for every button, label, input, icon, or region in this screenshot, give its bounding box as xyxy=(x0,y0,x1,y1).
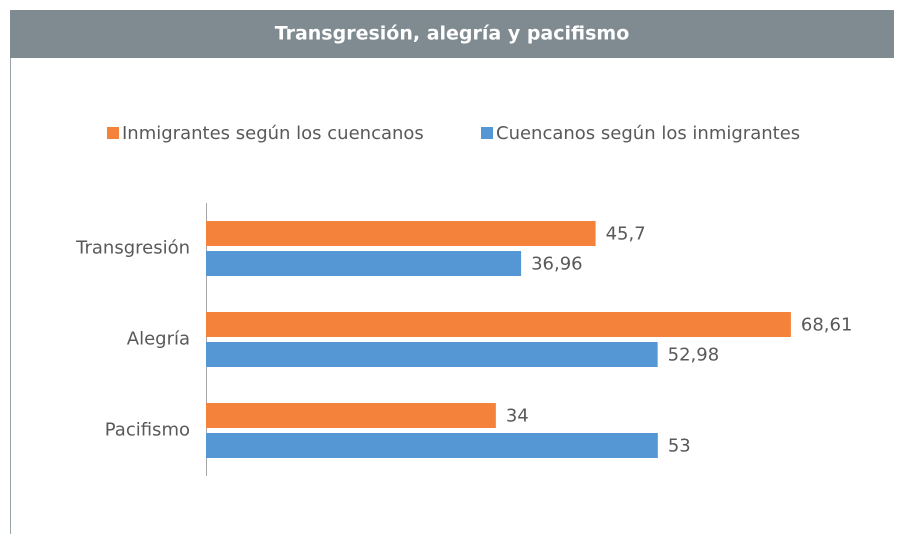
value-label: 53 xyxy=(668,436,691,457)
legend-label: Inmigrantes según los cuencanos xyxy=(122,123,424,144)
bar xyxy=(206,251,522,276)
y-tick-label: Alegría xyxy=(127,329,190,350)
legend-label: Cuencanos según los inmigrantes xyxy=(496,123,800,144)
value-label: 34 xyxy=(506,406,529,427)
y-tick-label: Transgresión xyxy=(75,238,190,259)
bar xyxy=(206,312,791,337)
legend-swatch xyxy=(481,127,493,139)
bar xyxy=(206,221,596,246)
value-label: 45,7 xyxy=(606,224,646,245)
bar xyxy=(206,433,658,458)
bar xyxy=(206,342,658,367)
value-label: 52,98 xyxy=(668,345,720,366)
value-label: 36,96 xyxy=(531,254,583,275)
title-banner xyxy=(10,10,894,58)
y-tick-label: Pacifismo xyxy=(105,420,190,441)
legend-swatch xyxy=(107,127,119,139)
bar xyxy=(206,403,496,428)
value-label: 68,61 xyxy=(801,315,853,336)
chart-title: Transgresión, alegría y pacifismo xyxy=(275,23,630,45)
